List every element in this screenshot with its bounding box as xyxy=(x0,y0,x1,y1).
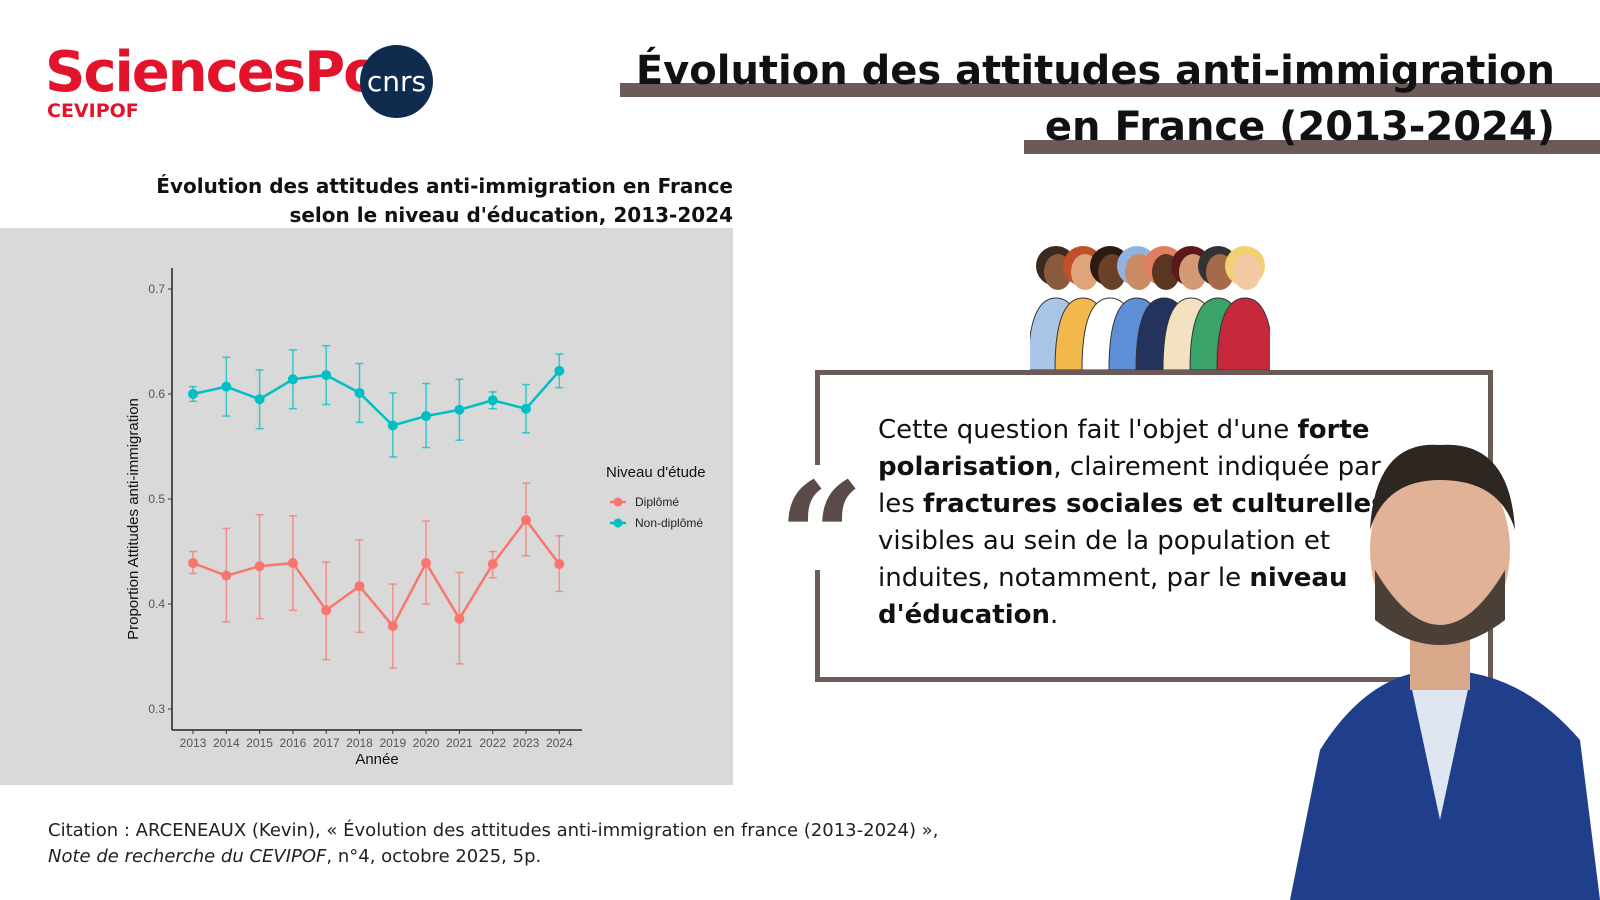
y-tick-label: 0.4 xyxy=(148,597,165,611)
data-point xyxy=(221,570,232,581)
quote-emphasis: fractures sociales et culturelles xyxy=(923,489,1387,519)
data-point xyxy=(387,621,398,632)
legend-label: Diplômé xyxy=(635,495,679,509)
quote-segment: visibles au sein de la population et ind… xyxy=(878,526,1331,593)
x-tick-label: 2021 xyxy=(446,736,473,750)
series-line-1 xyxy=(192,370,561,427)
x-tick-label: 2015 xyxy=(246,736,273,750)
y-tick-label: 0.3 xyxy=(148,702,165,716)
quote-segment: Cette question fait l'objet d'une xyxy=(878,415,1298,445)
y-tick-label: 0.5 xyxy=(148,492,165,506)
data-point xyxy=(287,558,298,569)
data-point xyxy=(521,515,531,525)
data-point xyxy=(354,581,365,592)
data-point xyxy=(487,395,498,406)
data-point xyxy=(188,389,198,399)
person-figure xyxy=(1216,297,1270,370)
x-tick-label: 2019 xyxy=(379,736,406,750)
data-point xyxy=(487,559,498,570)
page-title-line1: Évolution des attitudes anti-immigration xyxy=(635,48,1555,94)
data-point xyxy=(321,605,332,616)
x-tick-label: 2017 xyxy=(313,736,340,750)
page-title-line2: en France (2013-2024) xyxy=(1044,104,1555,150)
x-axis-label: Année xyxy=(355,751,398,768)
data-point xyxy=(321,370,332,381)
quote-text: Cette question fait l'objet d'une forte … xyxy=(878,412,1398,634)
legend-title: Niveau d'étude xyxy=(606,464,706,481)
citation: Citation : ARCENEAUX (Kevin), « Évolutio… xyxy=(48,820,939,867)
legend-label: Non-diplômé xyxy=(635,516,703,530)
x-tick-label: 2020 xyxy=(413,736,440,750)
data-point xyxy=(354,387,365,398)
legend-marker xyxy=(613,497,623,507)
series-line-0 xyxy=(192,517,561,629)
sciencespo-logo: SciencesPo xyxy=(45,40,382,105)
data-point xyxy=(454,404,465,415)
data-point xyxy=(188,558,198,569)
quote-segment: . xyxy=(1050,600,1059,630)
x-tick-label: 2014 xyxy=(213,736,240,750)
data-point xyxy=(221,381,232,392)
y-tick-label: 0.6 xyxy=(148,387,165,401)
quote-icon: “ xyxy=(778,450,865,626)
data-point xyxy=(421,558,432,569)
data-point xyxy=(254,561,265,572)
y-tick-label: 0.7 xyxy=(148,282,165,296)
x-tick-label: 2013 xyxy=(180,736,207,750)
cevipof-logo: CEVIPOF xyxy=(47,100,139,122)
data-point xyxy=(254,394,265,405)
data-point xyxy=(454,613,465,624)
x-tick-label: 2018 xyxy=(346,736,373,750)
y-axis-label: Proportion Attitudes anti-immigration xyxy=(125,398,142,640)
legend-marker xyxy=(613,518,623,528)
x-tick-label: 2016 xyxy=(280,736,307,750)
x-tick-label: 2022 xyxy=(479,736,506,750)
data-point xyxy=(387,420,398,431)
quote-emphasis: niveau d'éducation xyxy=(878,563,1348,630)
quote-segment: , clairement indiquée par les xyxy=(878,452,1381,519)
cnrs-logo: cnrs xyxy=(360,45,433,118)
quote-emphasis: forte polarisation xyxy=(878,415,1370,482)
chart-title: Évolution des attitudes anti-immigration… xyxy=(156,174,733,227)
data-point xyxy=(554,365,565,376)
author-photo xyxy=(1290,444,1600,900)
x-tick-label: 2023 xyxy=(513,736,540,750)
title-bar-2 xyxy=(1024,140,1600,154)
chart-panel: 0.3 0.4 0.5 0.6 0.7 2013 2014 2015 2016 2017 2018 2… xyxy=(0,228,733,785)
x-tick-label: 2024 xyxy=(546,736,573,750)
data-point xyxy=(421,411,432,422)
data-point xyxy=(287,374,298,385)
data-point xyxy=(521,403,531,414)
people-illustration xyxy=(1030,246,1270,370)
data-point xyxy=(554,559,565,570)
line-chart: 0.3 0.4 0.5 0.6 0.7 2013 2014 2015 2016 2017 2018 2… xyxy=(125,268,706,768)
title-bar-1 xyxy=(620,83,1600,97)
